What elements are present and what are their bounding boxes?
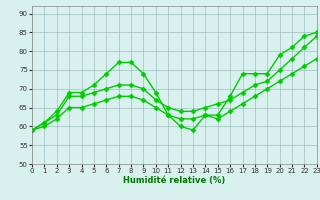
X-axis label: Humidité relative (%): Humidité relative (%): [123, 176, 226, 185]
